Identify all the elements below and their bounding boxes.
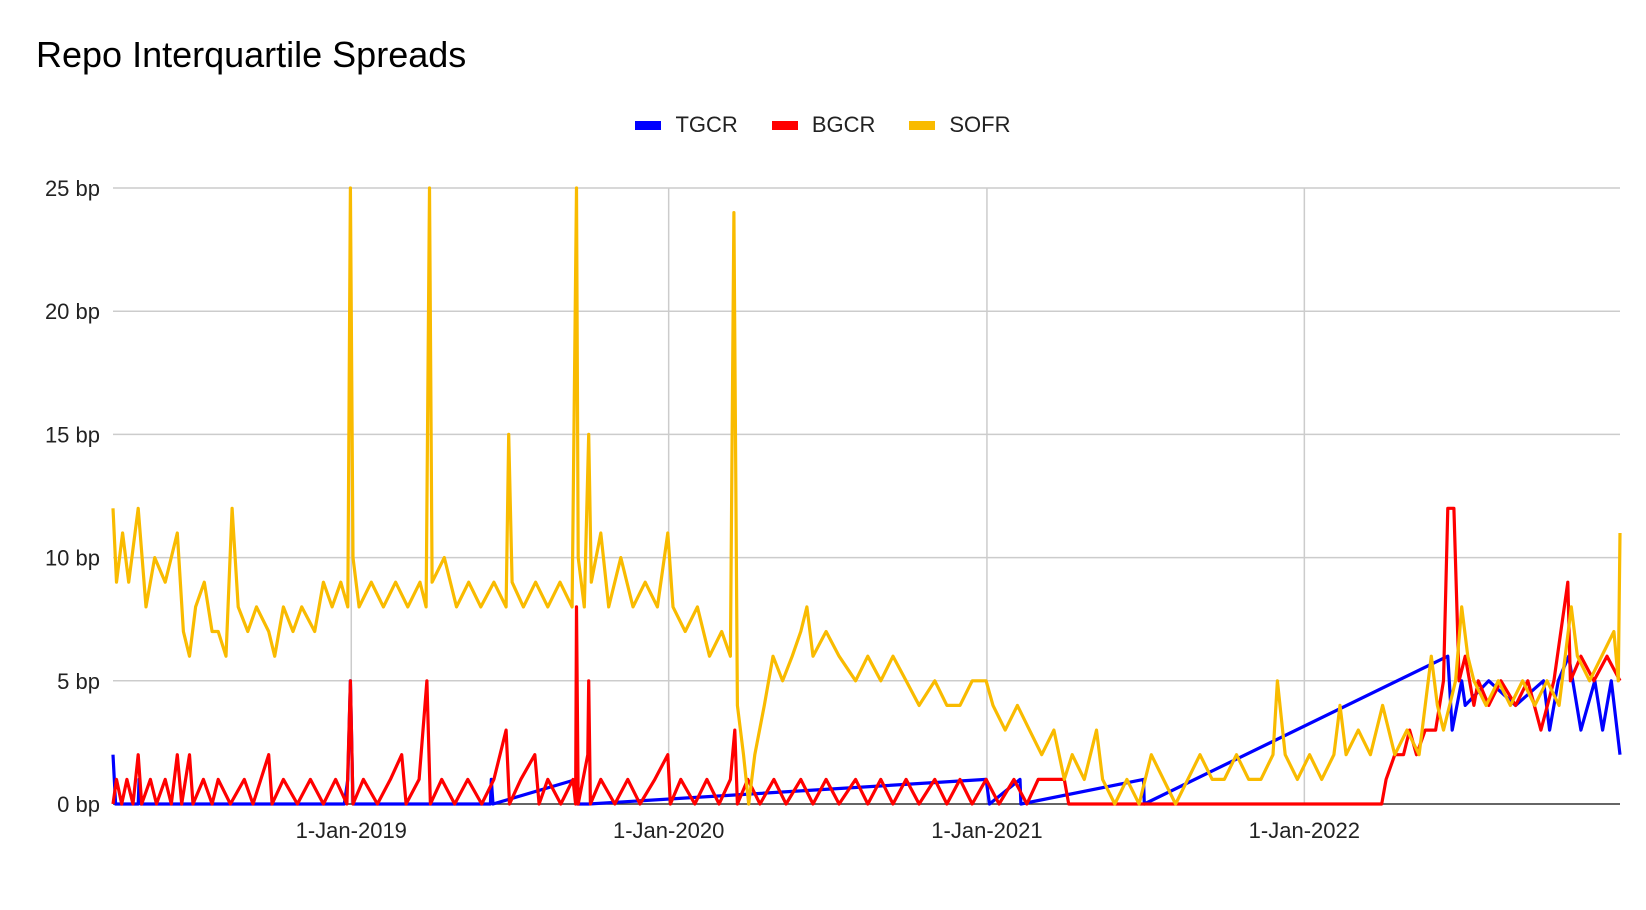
legend-swatch-sofr [909, 120, 936, 130]
axes: 0 bp 5 bp 10 bp 15 bp 20 bp 25 bp 1-Jan-2019 1-… [45, 176, 1620, 843]
legend-label-tgcr: TGCR [675, 112, 738, 137]
y-tick-label: 15 bp [45, 422, 100, 447]
y-tick-label: 25 bp [45, 176, 100, 201]
legend-item-tgcr[interactable]: TGCR [635, 112, 738, 138]
series-line-sofr [111, 186, 1622, 806]
y-tick-label: 0 bp [57, 792, 100, 817]
legend-swatch-tgcr [635, 120, 662, 130]
legend-swatch-bgcr [771, 120, 798, 130]
x-tick-label: 1-Jan-2020 [613, 818, 724, 843]
legend-label-bgcr: BGCR [811, 112, 876, 137]
chart-title: Repo Interquartile Spreads [36, 34, 467, 75]
series-lines [111, 186, 1622, 806]
legend-item-bgcr[interactable]: BGCR [771, 112, 876, 138]
chart-legend: TGCR BGCR SOFR [0, 112, 1646, 138]
series-line-tgcr [111, 654, 1622, 806]
legend-label-sofr: SOFR [949, 112, 1011, 137]
x-tick-label: 1-Jan-2022 [1249, 818, 1360, 843]
x-tick-label: 1-Jan-2019 [296, 818, 407, 843]
legend-item-sofr[interactable]: SOFR [909, 112, 1011, 138]
x-tick-label: 1-Jan-2021 [931, 818, 1042, 843]
y-tick-label: 5 bp [57, 669, 100, 694]
y-tick-label: 10 bp [45, 546, 100, 571]
y-tick-label: 20 bp [45, 299, 100, 324]
gridlines [113, 187, 1620, 804]
